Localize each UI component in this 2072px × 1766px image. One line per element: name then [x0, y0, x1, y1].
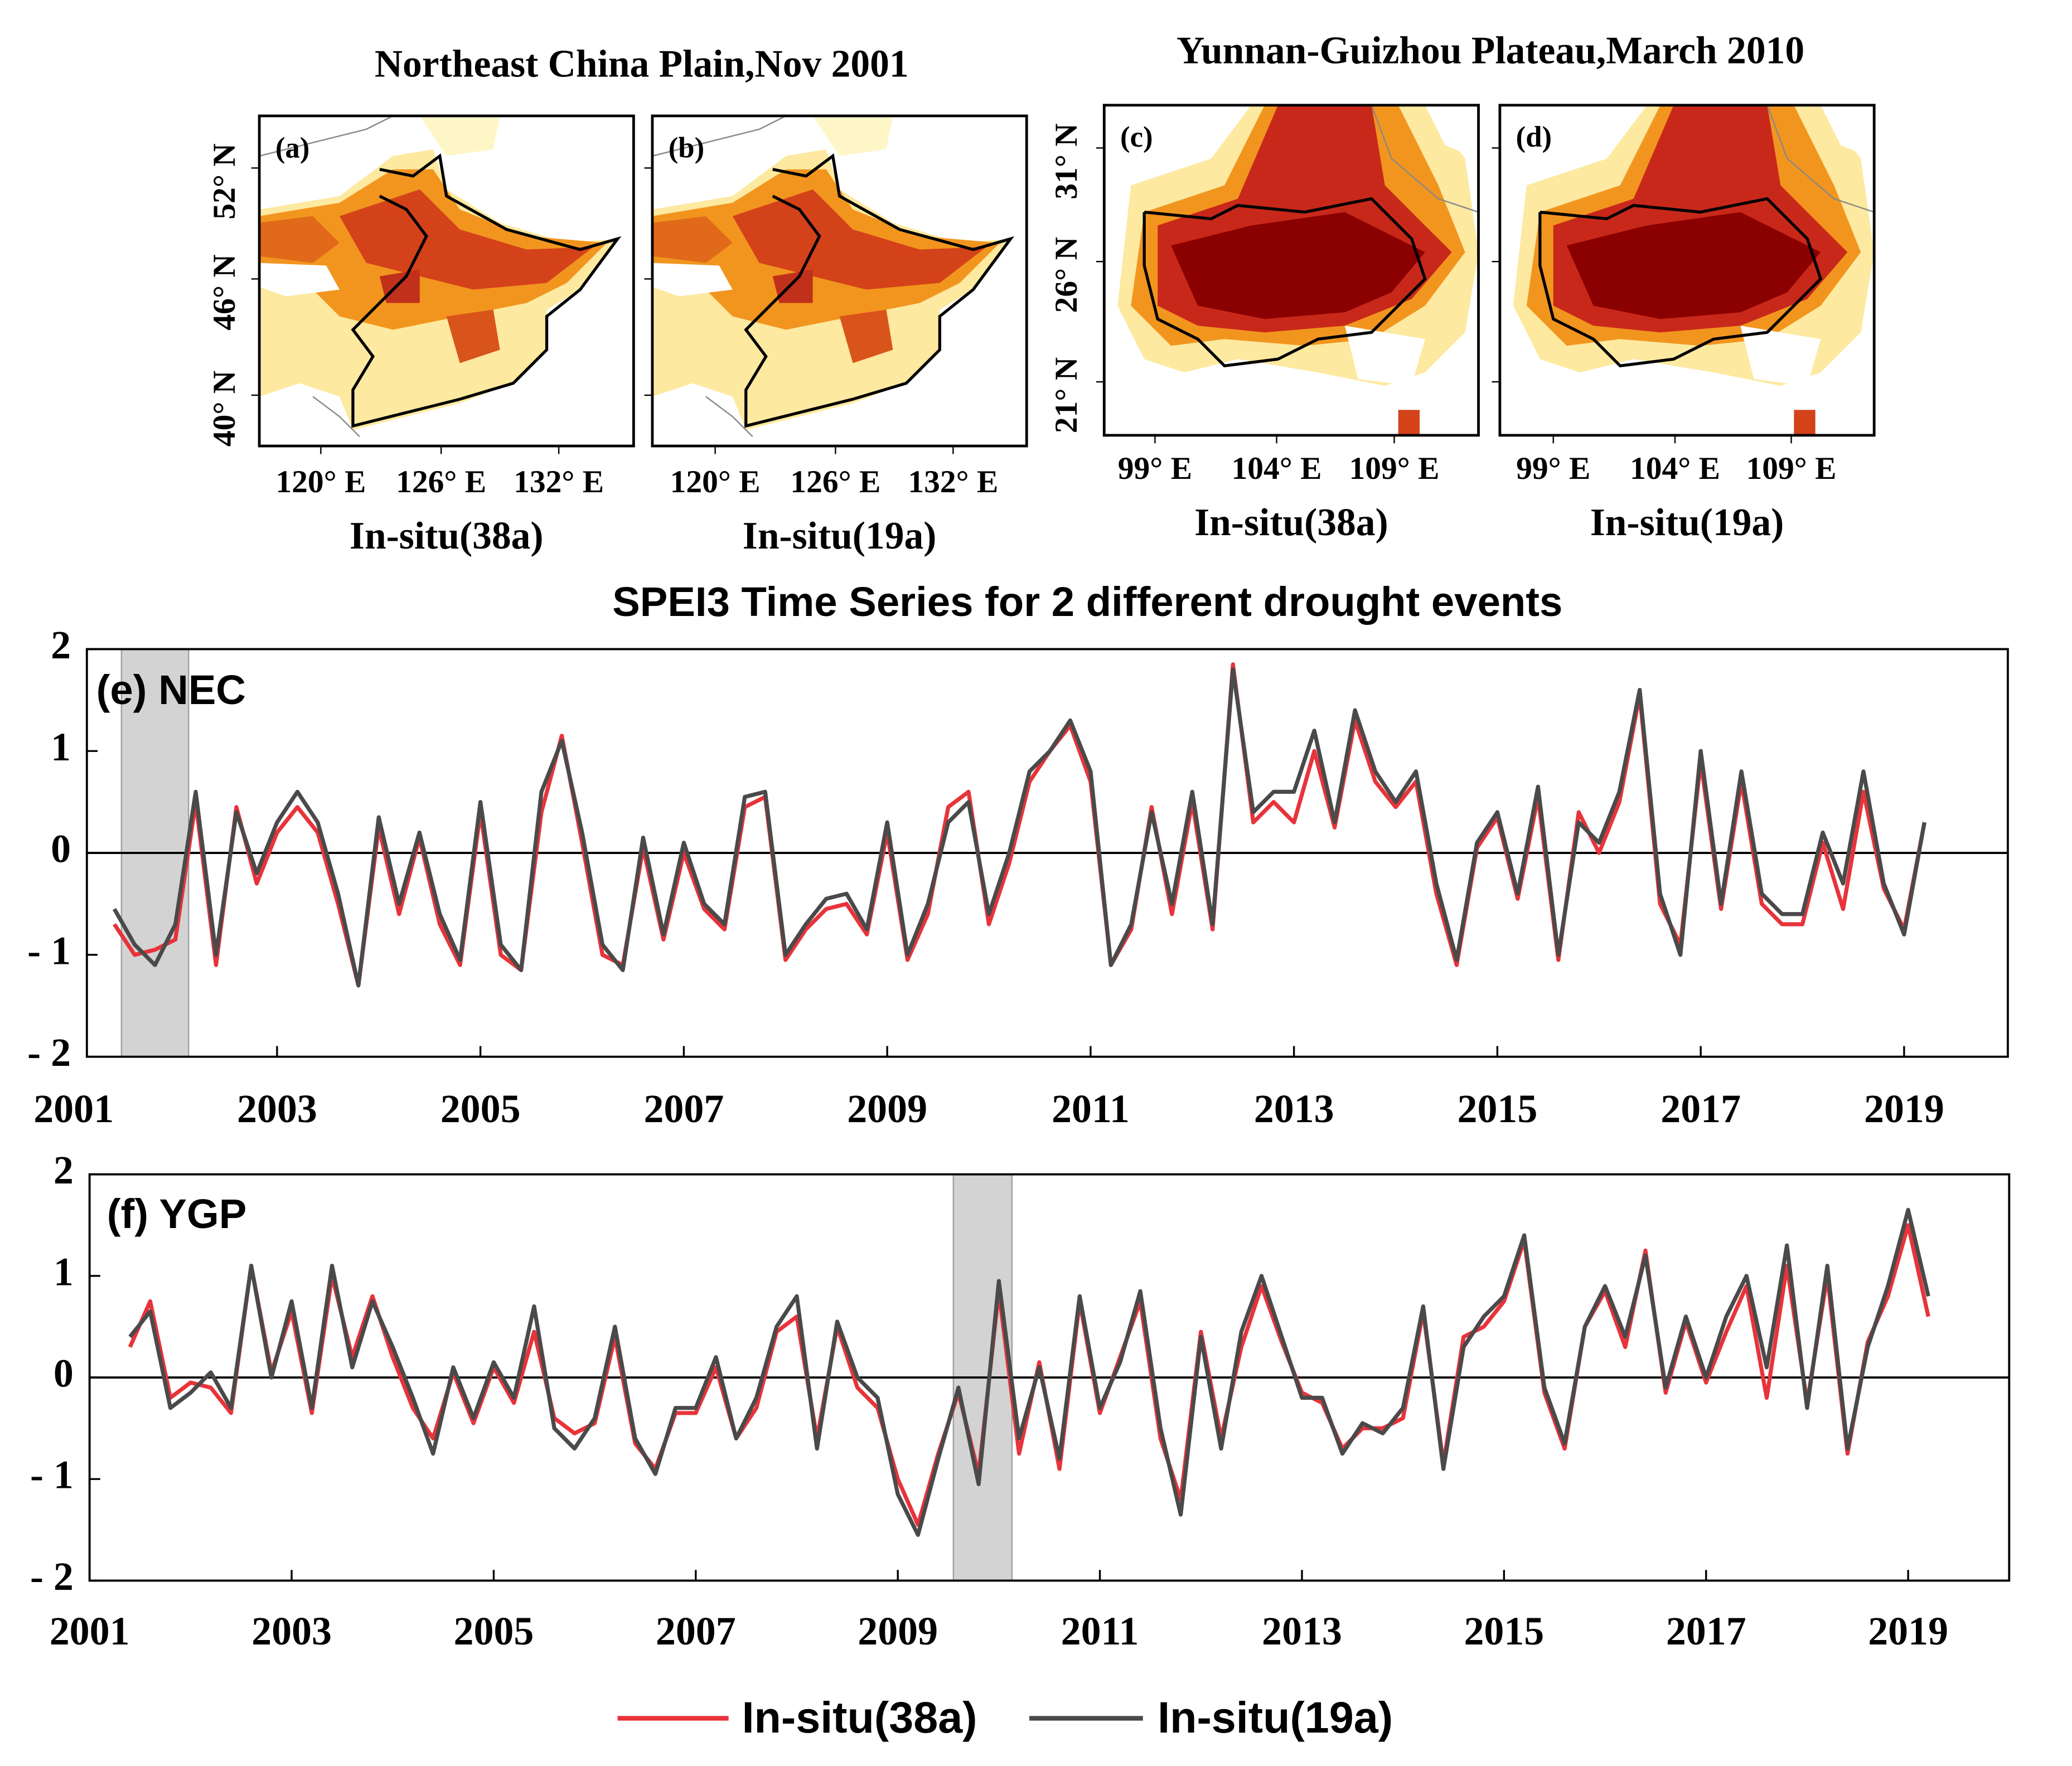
- y-tick-label: - 1: [30, 1453, 74, 1497]
- x-tick-label: 2019: [1864, 1086, 1944, 1131]
- x-tick-label: 2013: [1254, 1086, 1334, 1131]
- x-tick-label: 2011: [1052, 1086, 1130, 1131]
- chart: SPEI3 Time Series for 2 different drough…: [27, 579, 2009, 1131]
- map-group-title: Northeast China Plain,Nov 2001: [375, 43, 909, 86]
- x-tick-label: 2001: [50, 1609, 130, 1653]
- x-tick-label: 2009: [847, 1086, 927, 1131]
- y-tick-label: 2: [51, 623, 71, 667]
- x-tick-label: 2015: [1457, 1086, 1537, 1131]
- lat-tick-label: 40° N: [207, 371, 242, 447]
- map-panel-label: (c): [1120, 121, 1153, 153]
- lat-tick-label: 52° N: [207, 143, 242, 219]
- map-frame: [1498, 104, 1876, 437]
- chart-title: SPEI3 Time Series for 2 different drough…: [612, 579, 1562, 625]
- x-tick-label: 2019: [1868, 1609, 1948, 1653]
- x-tick-label: 2009: [858, 1609, 938, 1653]
- lon-tick-label: 132° E: [514, 464, 604, 499]
- lon-tick-label: 132° E: [908, 464, 998, 499]
- legend-label: In-situ(38a): [742, 1692, 977, 1742]
- lon-tick-label: 120° E: [670, 464, 761, 499]
- lat-tick-label: 31° N: [1049, 123, 1084, 199]
- y-tick-label: 1: [54, 1249, 74, 1294]
- y-tick-label: 0: [51, 827, 71, 871]
- series-line: [128, 1223, 1930, 1527]
- x-tick-label: 2011: [1061, 1609, 1139, 1653]
- map-caption: In-situ(19a): [743, 515, 937, 557]
- x-tick-label: 2015: [1464, 1609, 1544, 1653]
- map-frame: [1102, 104, 1480, 437]
- map-caption: In-situ(19a): [1590, 501, 1784, 544]
- map-caption: In-situ(38a): [350, 515, 544, 557]
- panel-annotation: (e) NEC: [96, 667, 246, 713]
- map-d: [1500, 105, 1874, 435]
- lon-tick-label: 104° E: [1630, 451, 1720, 486]
- map-panel-label: (d): [1516, 121, 1552, 153]
- x-tick-label: 2013: [1262, 1609, 1342, 1653]
- map-group-title: Yunnan-Guizhou Plateau,March 2010: [1177, 30, 1804, 72]
- lon-tick-label: 109° E: [1349, 451, 1440, 486]
- lat-tick-label: 21° N: [1049, 357, 1084, 433]
- series-line: [112, 667, 1926, 988]
- x-tick-label: 2017: [1666, 1609, 1746, 1653]
- map-b: [652, 116, 1027, 446]
- y-tick-label: 2: [54, 1148, 74, 1192]
- x-tick-label: 2017: [1660, 1086, 1741, 1131]
- lon-tick-label: 120° E: [275, 464, 366, 499]
- x-tick-label: 2005: [453, 1609, 534, 1653]
- lon-tick-label: 104° E: [1232, 451, 1322, 486]
- y-tick-label: 0: [54, 1351, 74, 1396]
- map-caption: In-situ(38a): [1194, 501, 1388, 544]
- legend-label: In-situ(19a): [1158, 1692, 1393, 1742]
- map-frame: [258, 114, 635, 448]
- lat-tick-label: 26° N: [1049, 237, 1084, 313]
- map-frame: [651, 114, 1028, 448]
- map-c: [1104, 105, 1478, 435]
- y-tick-label: - 1: [27, 928, 71, 973]
- map-panel-label: (a): [275, 132, 310, 164]
- x-tick-label: 2001: [33, 1086, 114, 1131]
- series-line: [128, 1207, 1930, 1537]
- y-tick-label: - 2: [30, 1554, 74, 1599]
- lon-tick-label: 99° E: [1516, 451, 1590, 486]
- x-tick-label: 2003: [237, 1086, 317, 1131]
- x-tick-label: 2003: [251, 1609, 332, 1653]
- x-tick-label: 2007: [643, 1086, 724, 1131]
- lon-tick-label: 126° E: [396, 464, 486, 499]
- y-tick-label: 1: [51, 725, 71, 769]
- map-panel-label: (b): [669, 132, 704, 164]
- lon-tick-label: 126° E: [790, 464, 880, 499]
- x-tick-label: 2007: [656, 1609, 736, 1653]
- lon-tick-label: 99° E: [1118, 451, 1192, 486]
- chart: - 2 - 1 0 1 2 2001 2003 2005 2007 2009 2011 2013 201…: [30, 1148, 2011, 1653]
- panel-annotation: (f) YGP: [107, 1191, 246, 1237]
- lat-tick-label: 46° N: [207, 254, 242, 330]
- y-tick-label: - 2: [27, 1030, 71, 1075]
- x-tick-label: 2005: [440, 1086, 521, 1131]
- lon-tick-label: 109° E: [1746, 451, 1837, 486]
- map-a: [259, 116, 633, 446]
